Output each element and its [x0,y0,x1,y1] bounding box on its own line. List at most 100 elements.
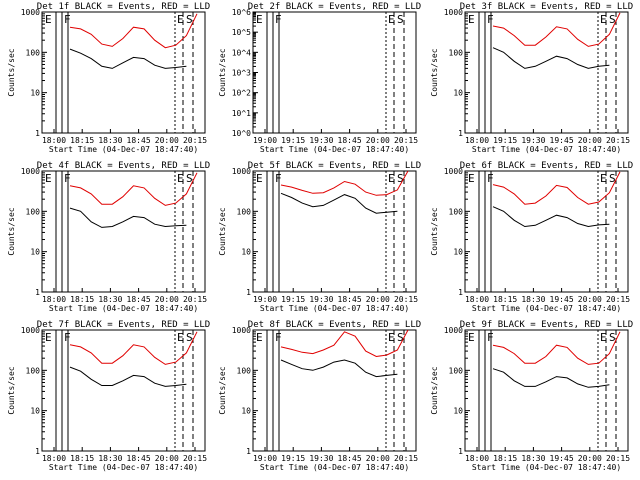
marker-E: E [45,13,52,26]
panel-title: Det 4f BLACK = Events, RED = LLD [37,161,210,171]
panel-6: Det 6f BLACK = Events, RED = LLD 1 10 100 10… [430,161,633,313]
y-tick-label: 10^4 [232,48,251,57]
marker-E-end: E [388,13,395,26]
x-tick-label: 20:15 [394,136,418,145]
x-tick-label: 19:00 [253,454,277,463]
y-tick-label: 10 [453,248,463,257]
marker-E-end: E [600,331,607,344]
marker-E-end: E [177,13,184,26]
x-axis-label: Start Time (04-Dec-07 18:47:40) [472,304,621,313]
series-lld-line [69,172,198,206]
x-tick-label: 18:00 [465,454,489,463]
marker-E-end: E [177,172,184,185]
y-axis-label: Counts/sec [7,207,16,255]
y-tick-label: 10^3 [232,69,251,78]
x-tick-label: 18:15 [493,454,517,463]
x-tick-label: 20:15 [183,454,207,463]
x-axis-label: Start Time (04-Dec-07 18:47:40) [49,463,198,472]
series-lld-line [69,331,198,365]
x-tick-label: 20:15 [183,136,207,145]
y-tick-label: 100 [26,207,41,216]
y-axis-label: Counts/sec [430,48,439,96]
series-events-line [280,359,398,378]
y-tick-label: 100 [449,366,464,375]
x-tick-label: 20:00 [578,136,602,145]
marker-S: S [609,13,616,26]
x-tick-label: 19:30 [309,136,333,145]
panel-title: Det 8f BLACK = Events, RED = LLD [248,320,421,330]
y-tick-label: 1 [35,288,40,297]
plot-frame [252,170,417,293]
plot-frame [41,170,206,293]
y-tick-label: 10 [241,407,251,416]
y-axis-label: Counts/sec [7,48,16,96]
plot-frame [252,329,417,452]
x-tick-label: 18:15 [493,295,517,304]
series-events-line [492,206,610,228]
marker-E: E [256,331,263,344]
y-tick-label: 1000 [21,326,40,335]
y-tick-label: 100 [26,366,41,375]
x-tick-label: 19:15 [493,136,517,145]
panel-4: Det 4f BLACK = Events, RED = LLD 1 10 100 10… [7,161,210,313]
panel-title: Det 2f BLACK = Events, RED = LLD [248,2,421,12]
y-axis-label: Counts/sec [7,366,16,414]
series-events-line [280,192,398,214]
marker-F: F [275,331,282,344]
y-tick-label: 1000 [21,167,40,176]
series-events-line [492,368,610,388]
y-tick-label: 1000 [444,167,463,176]
y-tick-label: 1000 [444,8,463,17]
marker-E: E [45,172,52,185]
x-tick-label: 20:00 [578,454,602,463]
x-tick-label: 20:15 [183,295,207,304]
marker-S: S [186,331,193,344]
plot-frame [41,329,206,452]
plot-frame [41,11,206,134]
y-tick-label: 10^1 [232,109,251,118]
x-tick-label: 18:30 [98,136,122,145]
marker-F: F [487,13,494,26]
x-tick-label: 18:30 [98,295,122,304]
series-events-line [69,207,187,228]
x-tick-label: 20:00 [155,454,179,463]
x-tick-label: 20:15 [394,295,418,304]
y-tick-label: 1 [35,129,40,138]
plot-frame [464,11,629,134]
marker-F: F [487,172,494,185]
marker-E-end: E [177,331,184,344]
panel-2: Det 2f BLACK = Events, RED = LLD 10^0 10^1… [218,2,421,154]
marker-F: F [64,172,71,185]
x-tick-label: 20:00 [155,295,179,304]
x-tick-label: 18:45 [338,295,362,304]
y-axis-label: Counts/sec [430,207,439,255]
marker-S: S [609,331,616,344]
x-tick-label: 18:00 [42,136,66,145]
marker-S: S [397,13,404,26]
y-tick-label: 1 [458,129,463,138]
panel-title: Det 3f BLACK = Events, RED = LLD [460,2,633,12]
x-axis-label: Start Time (04-Dec-07 18:47:40) [260,463,409,472]
x-tick-label: 20:15 [606,136,630,145]
x-tick-label: 18:45 [338,136,362,145]
x-tick-label: 18:15 [70,136,94,145]
x-tick-label: 20:00 [155,136,179,145]
x-tick-label: 18:00 [42,295,66,304]
y-tick-label: 10 [453,407,463,416]
panel-1: Det 1f BLACK = Events, RED = LLD 1 10 100 10… [7,2,210,154]
x-tick-label: 18:45 [127,454,151,463]
panel-title: Det 7f BLACK = Events, RED = LLD [37,320,210,330]
x-tick-label: 18:15 [70,454,94,463]
series-lld-line [492,12,621,47]
x-axis-label: Start Time (04-Dec-07 18:47:40) [472,145,621,154]
x-tick-label: 19:45 [550,295,574,304]
x-tick-label: 20:00 [578,295,602,304]
x-tick-label: 18:30 [521,295,545,304]
x-tick-label: 18:30 [98,454,122,463]
y-axis-label: Counts/sec [218,207,227,255]
y-tick-label: 100 [449,207,464,216]
marker-F: F [275,172,282,185]
y-tick-label: 10^0 [232,129,251,138]
series-lld-line [280,329,409,358]
